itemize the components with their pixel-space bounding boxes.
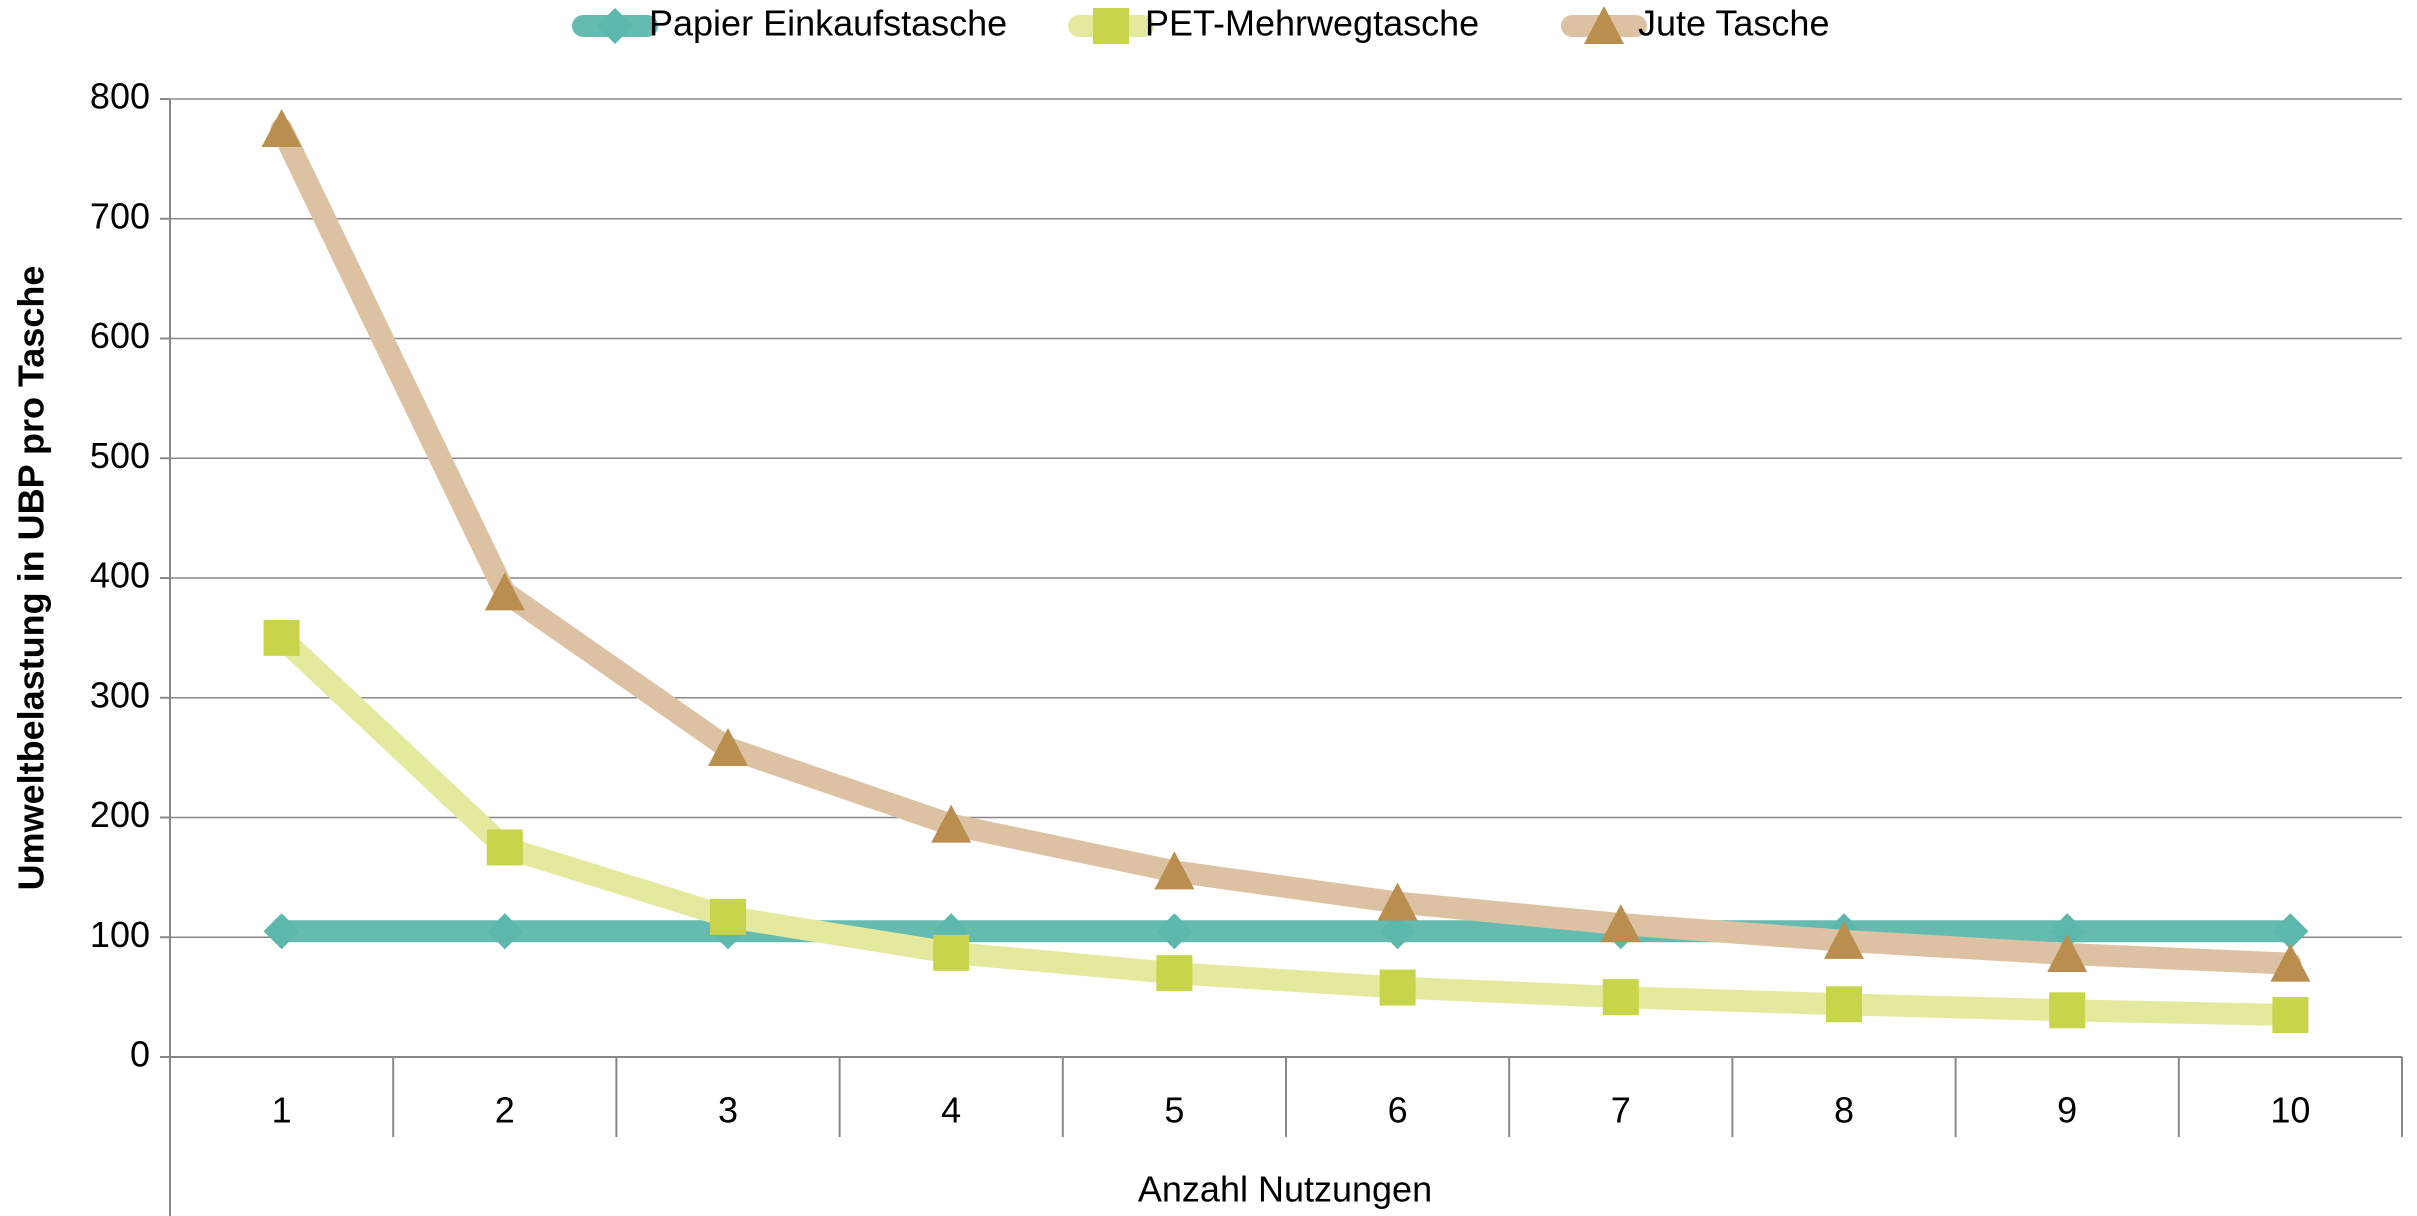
data-point <box>263 913 300 950</box>
data-point <box>486 829 523 866</box>
data-point <box>1826 986 1862 1023</box>
legend-marker <box>1584 6 1624 44</box>
data-point <box>931 804 972 843</box>
y-tick-label: 400 <box>90 555 150 596</box>
series-line <box>270 626 2302 1027</box>
data-point <box>2049 913 2086 950</box>
data-point <box>1377 882 1418 921</box>
legend-label: PET-Mehrwegtasche <box>1145 3 1479 44</box>
y-tick-label: 0 <box>130 1034 150 1075</box>
data-point <box>1156 955 1193 992</box>
data-point <box>484 572 525 611</box>
data-point <box>1600 904 1641 943</box>
legend-label: Jute Tasche <box>1638 3 1829 44</box>
y-tick-label: 600 <box>90 315 150 356</box>
x-axis-label: Anzahl Nutzungen <box>1138 1169 1432 1210</box>
data-point <box>261 108 302 147</box>
legend-marker <box>1093 8 1129 44</box>
x-tick-label: 8 <box>1834 1090 1854 1131</box>
data-point <box>708 728 748 767</box>
legend-marker <box>597 8 633 44</box>
y-tick-label: 200 <box>90 794 150 835</box>
x-tick-label: 1 <box>272 1090 292 1131</box>
series-line <box>270 117 2302 975</box>
data-point <box>2047 934 2088 973</box>
data-point <box>1824 920 1864 959</box>
data-point <box>1154 851 1195 890</box>
x-tick-label: 3 <box>718 1090 738 1131</box>
data-point <box>1602 979 1639 1016</box>
data-point <box>2272 997 2309 1034</box>
data-point <box>263 619 300 656</box>
y-tick-label: 800 <box>90 76 150 117</box>
data-point <box>933 934 970 971</box>
y-tick-label: 500 <box>90 435 150 476</box>
x-tick-label: 7 <box>1611 1090 1631 1131</box>
y-tick-label: 100 <box>90 914 150 955</box>
y-tick-label: 300 <box>90 674 150 715</box>
y-axis-label: Umweltbelastung in UBP pro Tasche <box>11 266 52 891</box>
data-point <box>2270 943 2311 982</box>
data-point <box>2049 992 2086 1029</box>
x-tick-label: 9 <box>2057 1090 2077 1131</box>
x-tick-label: 4 <box>941 1090 961 1131</box>
data-point <box>1379 913 1416 950</box>
data-point <box>1156 913 1193 950</box>
data-point <box>1379 969 1416 1006</box>
data-point <box>2272 913 2309 950</box>
x-tick-label: 2 <box>495 1090 515 1131</box>
x-tick-label: 5 <box>1164 1090 1184 1131</box>
legend-label: Papier Einkaufstasche <box>649 3 1007 44</box>
x-tick-label: 6 <box>1388 1090 1408 1131</box>
data-point <box>710 898 746 935</box>
data-point <box>486 913 523 950</box>
x-tick-label: 10 <box>2270 1090 2310 1131</box>
y-tick-label: 700 <box>90 195 150 236</box>
